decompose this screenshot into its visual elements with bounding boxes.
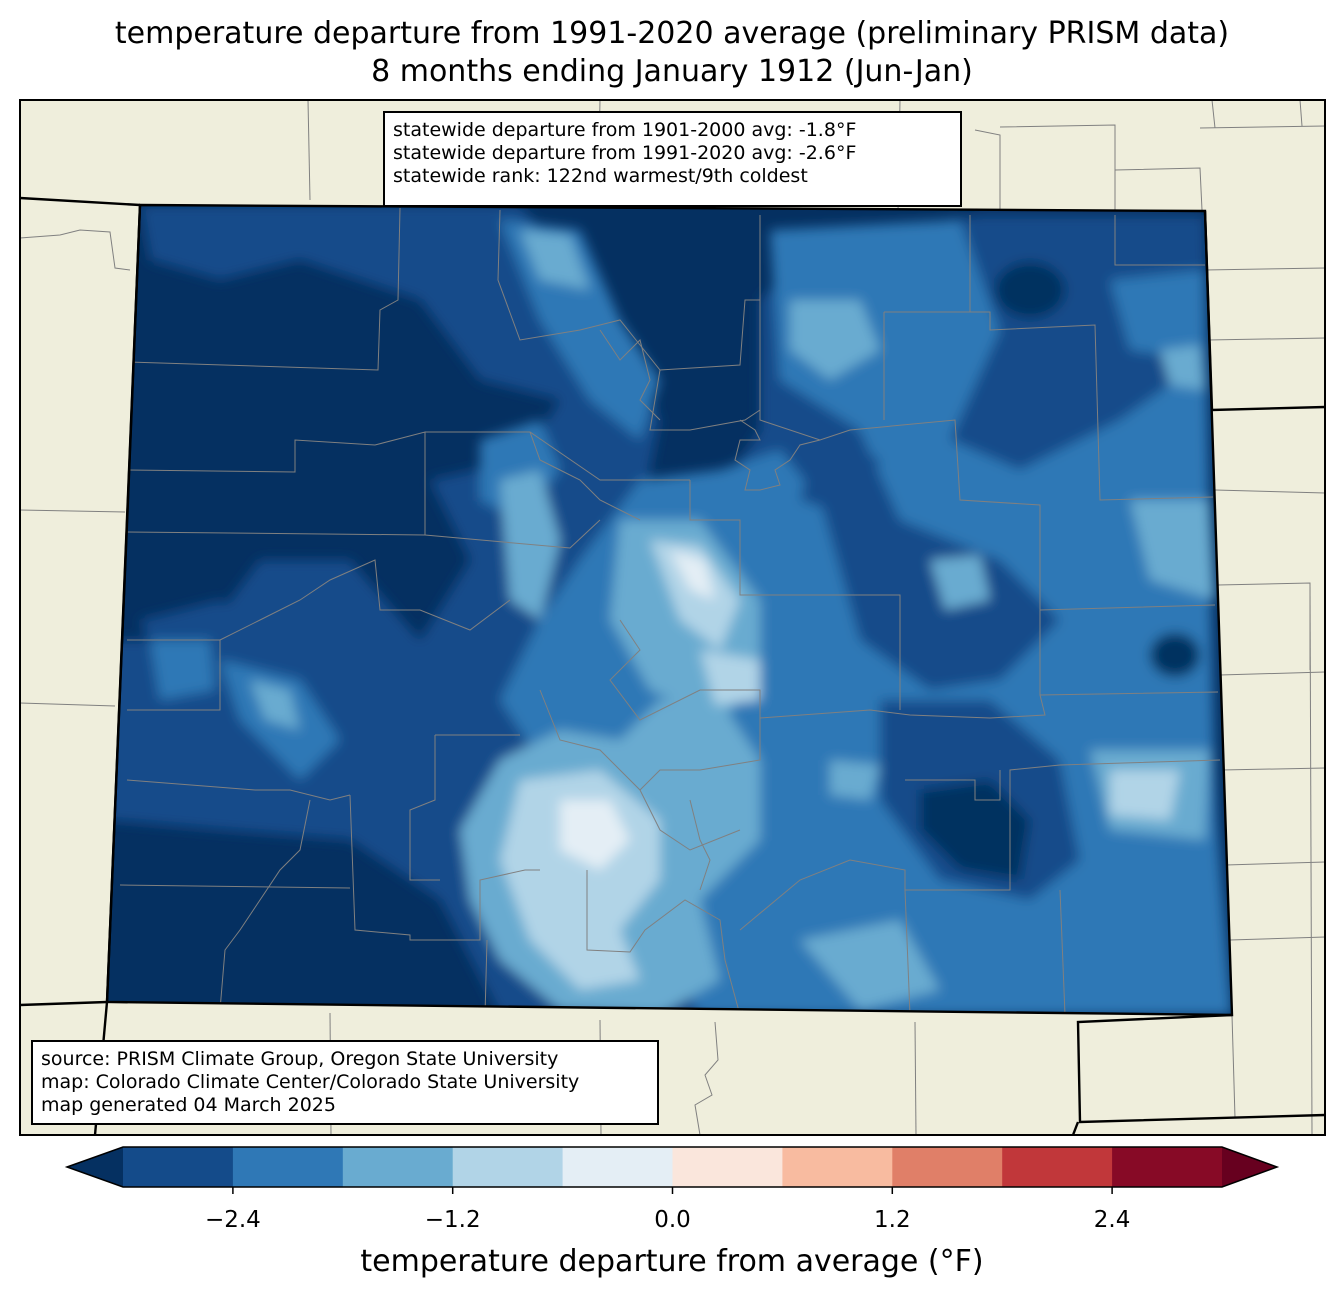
credits-map: map: Colorado Climate Center/Colorado St… bbox=[41, 1071, 580, 1093]
colorbar-bin bbox=[892, 1147, 1003, 1187]
colorado-temperature-field bbox=[107, 205, 1232, 1015]
colorbar-bin bbox=[452, 1147, 564, 1187]
colorbar-bin bbox=[562, 1147, 673, 1187]
colorbar bbox=[64, 1146, 1280, 1194]
colorbar-bin bbox=[342, 1147, 454, 1187]
stats-line-1901-2000: statewide departure from 1901-2000 avg: … bbox=[393, 119, 857, 141]
credits-box: source: PRISM Climate Group, Oregon Stat… bbox=[31, 1040, 659, 1125]
colorbar-bin bbox=[123, 1147, 234, 1187]
colorbar-tick-label: 2.4 bbox=[1093, 1207, 1131, 1233]
stats-line-1991-2020: statewide departure from 1991-2020 avg: … bbox=[393, 142, 857, 164]
colorbar-bin bbox=[1112, 1147, 1223, 1187]
colorbar-bin bbox=[232, 1147, 344, 1187]
state-borders bbox=[20, 196, 1325, 1135]
colorbar-bin bbox=[1002, 1147, 1113, 1187]
colorbar-bin bbox=[782, 1147, 893, 1187]
colorado-county-lines bbox=[119, 207, 1221, 1015]
colorbar-tick-label: −1.2 bbox=[424, 1207, 481, 1233]
colorbar-extend-min bbox=[67, 1147, 123, 1187]
colorbar-tick-label: −2.4 bbox=[204, 1207, 261, 1233]
colorbar-tick-label: 1.2 bbox=[874, 1207, 911, 1233]
colorbar-bin bbox=[672, 1147, 783, 1187]
colorbar-outline bbox=[64, 1146, 1280, 1188]
colorbar-tick-label: 0.0 bbox=[654, 1207, 691, 1233]
map-frame-border bbox=[19, 99, 1326, 1136]
colorbar-label: temperature departure from average (°F) bbox=[360, 1244, 984, 1279]
credits-source: source: PRISM Climate Group, Oregon Stat… bbox=[41, 1048, 559, 1070]
map-title-line1: temperature departure from 1991-2020 ave… bbox=[114, 16, 1230, 51]
stats-line-rank: statewide rank: 122nd warmest/9th coldes… bbox=[393, 165, 808, 187]
statewide-stats-box: statewide departure from 1901-2000 avg: … bbox=[383, 111, 962, 207]
credits-generated: map generated 04 March 2025 bbox=[41, 1094, 336, 1116]
map-title-line2: 8 months ending January 1912 (Jun-Jan) bbox=[371, 54, 973, 89]
colorbar-extend-max bbox=[1222, 1147, 1277, 1187]
